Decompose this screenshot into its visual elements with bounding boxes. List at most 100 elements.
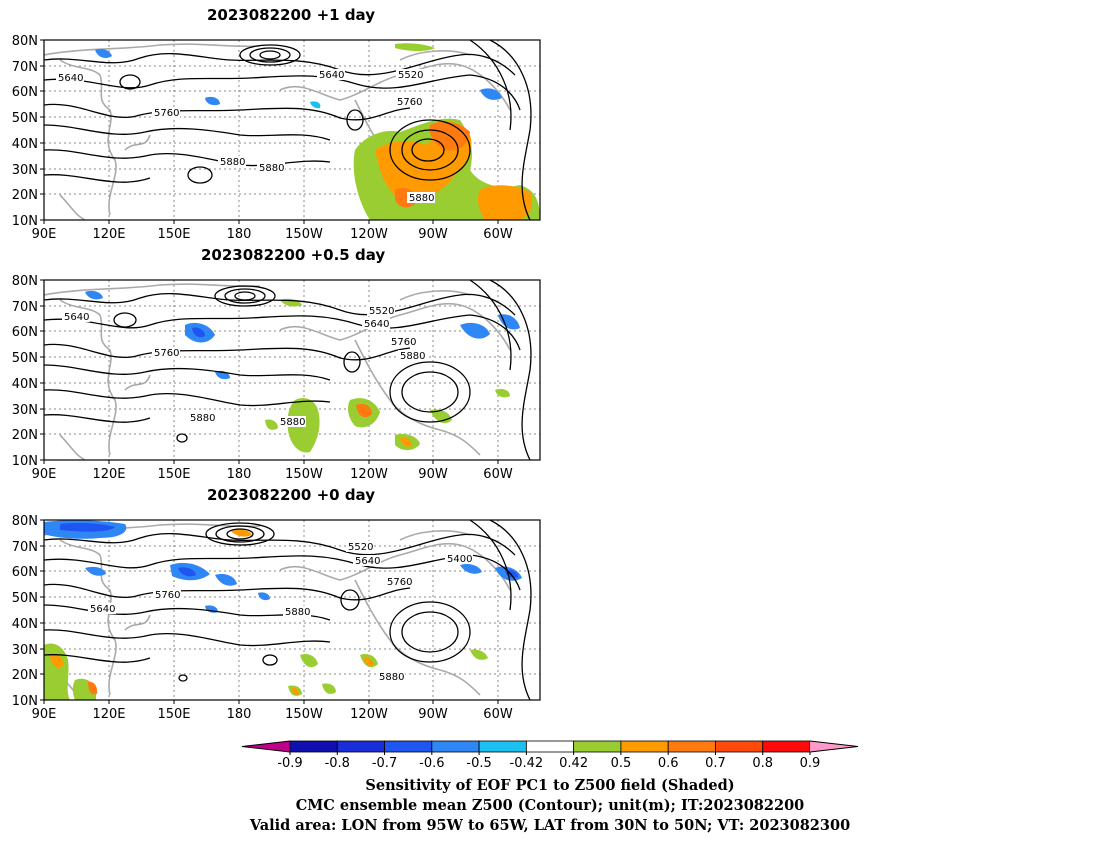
contour-label: 5760 <box>154 108 179 119</box>
contour-label: 5640 <box>90 604 115 615</box>
lat-label: 80N <box>12 34 38 49</box>
contour-label: 5520 <box>348 542 373 553</box>
contour-label: 5880 <box>259 163 284 174</box>
contour-label: 5640 <box>319 70 344 81</box>
contour-label: 5760 <box>155 590 180 601</box>
lon-label: 180 <box>227 707 252 722</box>
colorbar-swatch <box>667 740 716 753</box>
lon-label: 180 <box>227 467 252 482</box>
lon-label: 90E <box>32 227 57 242</box>
colorbar-tick-label: -0.8 <box>325 756 350 771</box>
colorbar: -0.9 -0.8 -0.7 -0.6 -0.5 -0.42 0.42 0.5 0.6 0.7 0.… <box>241 740 859 771</box>
colorbar-tick-label: 0.5 <box>611 756 632 771</box>
contour-label: 5760 <box>397 97 422 108</box>
footer-line-2: CMC ensemble mean Z500 (Contour); unit(m… <box>295 797 805 814</box>
colorbar-swatch <box>715 740 764 753</box>
contour-label: 5760 <box>387 577 412 588</box>
colorbar-swatch <box>336 740 385 753</box>
contour-label: 5880 <box>280 417 305 428</box>
lat-label: 70N <box>12 540 38 555</box>
contour-label: 5400 <box>447 554 472 565</box>
lat-label: 10N <box>12 694 38 709</box>
lat-label: 60N <box>12 565 38 580</box>
lat-label: 80N <box>12 274 38 289</box>
colorbar-swatch <box>525 740 575 753</box>
colorbar-swatch <box>620 740 669 753</box>
colorbar-tick-label: -0.5 <box>466 756 491 771</box>
lon-label: 90E <box>32 467 57 482</box>
colorbar-swatch <box>762 740 811 753</box>
lat-label: 80N <box>12 514 38 529</box>
lon-label: 60W <box>483 227 513 242</box>
map-frame <box>43 39 541 221</box>
colorbar-swatch <box>384 740 433 753</box>
lon-label: 120E <box>92 707 125 722</box>
colorbar-tick-label: 0.9 <box>800 756 821 771</box>
colorbar-tick-label: 0.42 <box>559 756 588 771</box>
map-panel-3: 5520 5640 5400 5760 5640 5760 5880 5880 <box>12 514 541 722</box>
lat-label: 20N <box>12 188 38 203</box>
contour-label: 5880 <box>379 672 404 683</box>
contour-label: 5880 <box>285 607 310 618</box>
map-frame <box>43 519 541 701</box>
colorbar-swatch <box>478 740 527 753</box>
lat-label: 10N <box>12 454 38 469</box>
contour-label: 5880 <box>220 157 245 168</box>
lon-label: 90W <box>418 707 448 722</box>
colorbar-tick-label: 0.8 <box>752 756 773 771</box>
colorbar-tick-label: -0.42 <box>510 756 544 771</box>
lon-label: 150W <box>285 227 323 242</box>
panel-title-2: 2023082200 +0.5 day <box>201 246 386 264</box>
lat-label: 30N <box>12 643 38 658</box>
lon-label: 150E <box>157 227 190 242</box>
lon-label: 150E <box>157 467 190 482</box>
colorbar-min-arrow <box>242 741 290 752</box>
lon-label: 90E <box>32 707 57 722</box>
lon-label: 150W <box>285 467 323 482</box>
lon-label: 60W <box>483 707 513 722</box>
contour-label: 5880 <box>400 351 425 362</box>
lat-label: 30N <box>12 403 38 418</box>
footer-line-1: Sensitivity of EOF PC1 to Z500 field (Sh… <box>365 777 735 794</box>
colorbar-swatch <box>289 740 338 753</box>
colorbar-tick-label: 0.7 <box>705 756 726 771</box>
map-panel-2: 5640 5520 5640 5760 5760 5880 5880 5880 <box>12 274 541 482</box>
lon-label: 120W <box>350 467 388 482</box>
lat-label: 70N <box>12 300 38 315</box>
lon-label: 60W <box>483 467 513 482</box>
contour-label: 5640 <box>64 312 89 323</box>
contour-label: 5880 <box>409 193 434 204</box>
map-panel-1: 5640 5640 5520 5760 5760 5880 5880 5880 <box>12 34 541 242</box>
lon-label: 180 <box>227 227 252 242</box>
sensitivity-shading <box>85 290 520 453</box>
lon-label: 150W <box>285 707 323 722</box>
colorbar-tick-label: 0.6 <box>658 756 679 771</box>
lat-label: 40N <box>12 617 38 632</box>
lon-label: 90W <box>418 467 448 482</box>
contour-label: 5760 <box>391 337 416 348</box>
colorbar-swatch <box>431 740 480 753</box>
lon-label: 120E <box>92 467 125 482</box>
panel-title-1: 2023082200 +1 day <box>207 6 375 24</box>
coastlines <box>44 283 511 460</box>
lat-label: 60N <box>12 85 38 100</box>
z500-contours <box>44 280 532 460</box>
lat-label: 50N <box>12 111 38 126</box>
lat-label: 50N <box>12 351 38 366</box>
lat-label: 60N <box>12 325 38 340</box>
lat-label: 40N <box>12 377 38 392</box>
lat-label: 50N <box>12 591 38 606</box>
z500-contours <box>44 40 532 220</box>
colorbar-swatch <box>573 740 622 753</box>
lon-label: 150E <box>157 707 190 722</box>
colorbar-max-arrow <box>810 741 858 752</box>
colorbar-tick-label: -0.9 <box>277 756 302 771</box>
panel-title-3: 2023082200 +0 day <box>207 486 375 504</box>
contour-label: 5640 <box>355 556 380 567</box>
lat-label: 20N <box>12 428 38 443</box>
colorbar-tick-label: -0.6 <box>419 756 444 771</box>
footer-line-3: Valid area: LON from 95W to 65W, LAT fro… <box>249 817 851 834</box>
contour-label: 5880 <box>190 413 215 424</box>
lon-label: 120W <box>350 707 388 722</box>
contour-label: 5520 <box>369 306 394 317</box>
